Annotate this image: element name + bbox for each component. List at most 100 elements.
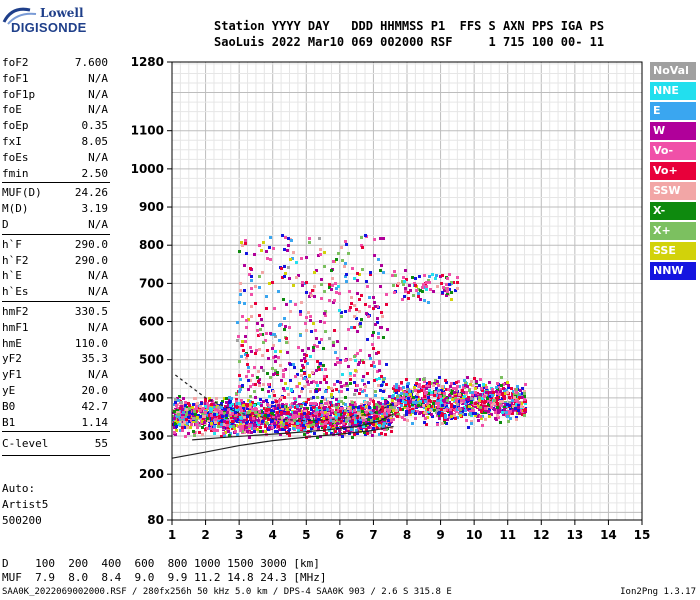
echo-point <box>198 424 201 427</box>
echo-point <box>246 404 249 407</box>
echo-point <box>435 387 438 390</box>
echo-point <box>427 301 430 304</box>
echo-point <box>325 381 328 384</box>
echo-point <box>188 407 191 410</box>
echo-point <box>422 414 425 417</box>
echo-point <box>454 393 457 396</box>
echo-point <box>250 315 253 318</box>
echo-point <box>418 385 421 388</box>
echo-point <box>279 419 282 422</box>
echo-point <box>238 404 241 407</box>
echo-point <box>177 399 180 402</box>
echo-point <box>298 419 301 422</box>
echo-point <box>261 271 264 274</box>
echo-point <box>430 382 433 385</box>
echo-point <box>307 383 310 386</box>
echo-point <box>407 397 410 400</box>
param-name: foF1 <box>2 71 29 85</box>
echo-point <box>446 399 449 402</box>
param-separator <box>2 182 110 184</box>
echo-point <box>461 407 464 410</box>
echo-point <box>405 393 408 396</box>
echo-point <box>364 234 367 237</box>
echo-point <box>194 420 197 423</box>
echo-point <box>397 399 400 402</box>
echo-point <box>183 407 186 410</box>
echo-point <box>423 395 426 398</box>
echo-point <box>519 389 522 392</box>
echo-point <box>474 387 477 390</box>
echo-point <box>303 353 306 356</box>
echo-point <box>441 385 444 388</box>
echo-point <box>283 275 286 278</box>
y-tick-label: 800 <box>139 238 164 252</box>
echo-point <box>280 379 283 382</box>
echo-point <box>397 413 400 416</box>
echo-point <box>454 397 457 400</box>
echo-point <box>312 404 315 407</box>
echo-point <box>425 407 428 410</box>
echo-point <box>474 402 477 405</box>
echo-point <box>368 305 371 308</box>
echo-point <box>248 273 251 276</box>
echo-point <box>464 384 467 387</box>
echo-point <box>343 427 346 430</box>
echo-point <box>344 359 347 362</box>
echo-point <box>375 407 378 410</box>
echo-point <box>299 424 302 427</box>
echo-point <box>253 404 256 407</box>
x-tick-label: 6 <box>336 528 344 542</box>
echo-point <box>330 393 333 396</box>
echo-point <box>384 400 387 403</box>
echo-point <box>315 418 318 421</box>
echo-point <box>234 411 237 414</box>
echo-point <box>334 430 337 433</box>
echo-point <box>511 412 514 415</box>
echo-point <box>251 408 254 411</box>
echo-point <box>184 404 187 407</box>
echo-point <box>174 408 177 411</box>
echo-point <box>239 388 242 391</box>
echo-point <box>331 284 334 287</box>
echo-point <box>324 314 327 317</box>
echo-point <box>372 361 375 364</box>
echo-point <box>420 403 423 406</box>
echo-point <box>356 352 359 355</box>
echo-point <box>372 423 375 426</box>
echo-point <box>225 416 228 419</box>
echo-point <box>238 402 241 405</box>
echo-point <box>212 428 215 431</box>
echo-point <box>391 401 394 404</box>
echo-point <box>321 420 324 423</box>
echo-point <box>234 417 237 420</box>
echo-point <box>229 400 232 403</box>
echo-point <box>264 430 267 433</box>
echo-point <box>358 392 361 395</box>
echo-point <box>494 411 497 414</box>
echo-point <box>298 417 301 420</box>
echo-point <box>453 382 456 385</box>
echo-point <box>226 411 229 414</box>
echo-point <box>396 395 399 398</box>
param-row: fmin 2.50 <box>2 166 108 181</box>
echo-point <box>361 407 364 410</box>
echo-point <box>268 411 271 414</box>
echo-point <box>305 378 308 381</box>
echo-point <box>289 300 292 303</box>
param-name: M(D) <box>2 202 29 216</box>
echo-point <box>306 380 309 383</box>
echo-point <box>491 403 494 406</box>
echo-point <box>195 410 198 413</box>
echo-point <box>265 307 268 310</box>
echo-point <box>326 408 329 411</box>
echo-point <box>413 282 416 285</box>
echo-point <box>500 393 503 396</box>
echo-point <box>356 330 359 333</box>
param-name: foEp <box>2 119 29 133</box>
echo-point <box>192 403 195 406</box>
echo-point <box>367 418 370 421</box>
echo-point <box>265 295 268 298</box>
legend-item: W <box>650 122 696 140</box>
echo-point <box>316 345 319 348</box>
echo-point <box>291 405 294 408</box>
